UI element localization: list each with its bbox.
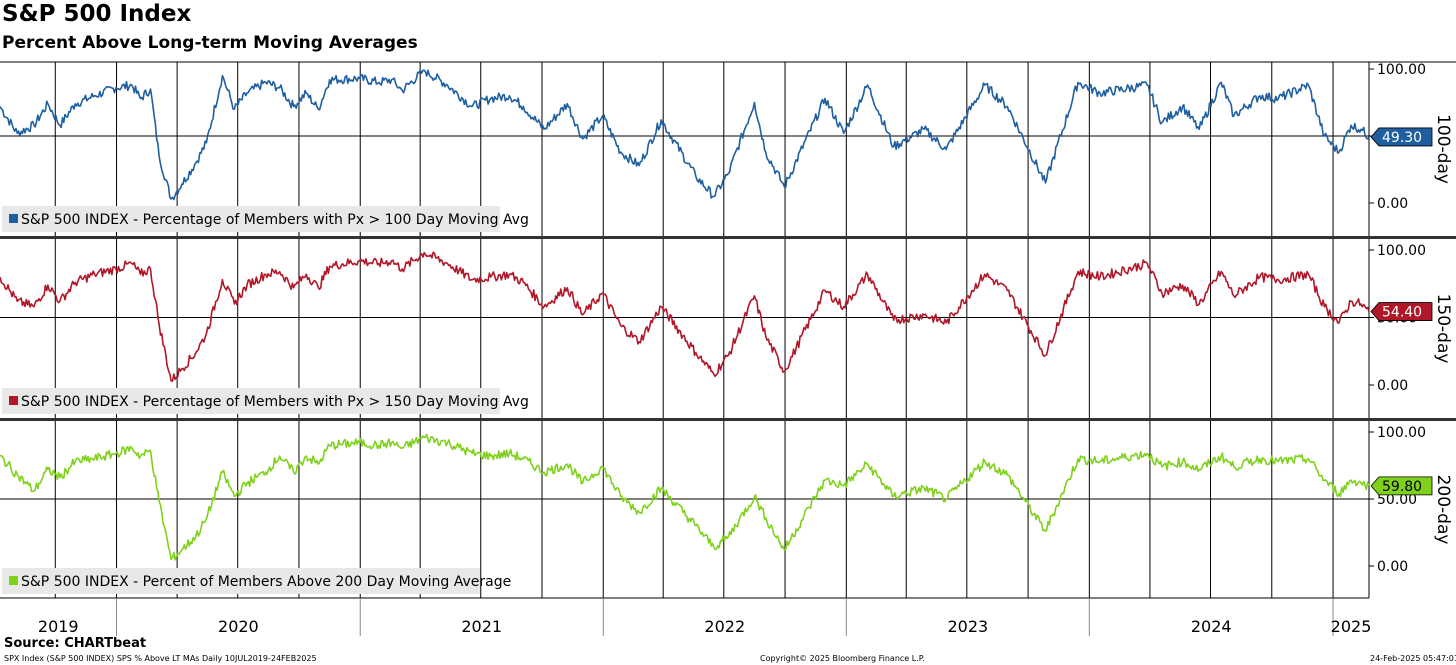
chart-title: S&P 500 Index	[2, 1, 192, 27]
legend-swatch	[9, 576, 18, 585]
chart-source: Source: CHARTbeat	[4, 636, 147, 651]
y-tick-label: 0.00	[1377, 196, 1408, 212]
series-line-p100	[0, 69, 1370, 201]
last-value-tag	[1370, 302, 1433, 321]
x-tick-label: 2023	[947, 617, 988, 636]
y-tick-label: 50.00	[1377, 492, 1417, 508]
y-tick-label: 100.00	[1377, 62, 1426, 78]
y-tick-label: 100.00	[1377, 243, 1426, 259]
y-tick-label: 0.00	[1377, 378, 1408, 394]
y-tick-label: 0.00	[1377, 559, 1408, 575]
legend-box	[2, 388, 500, 414]
last-value-label: 54.40	[1382, 305, 1422, 321]
x-tick-label: 2024	[1191, 617, 1232, 636]
panel-side-label: 150-day	[1433, 294, 1453, 364]
legend-swatch	[9, 396, 18, 405]
panel-separator	[0, 418, 1456, 421]
series-line-p200	[0, 433, 1370, 561]
legend-label: S&P 500 INDEX - Percent of Members Above…	[21, 574, 511, 590]
last-value-label: 49.30	[1382, 130, 1422, 146]
legend-box	[2, 568, 480, 594]
copyright: Copyright© 2025 Bloomberg Finance L.P.	[760, 654, 925, 663]
last-value-tag	[1370, 476, 1433, 496]
x-tick-label: 2019	[38, 617, 79, 636]
ticker-info: SPX Index (S&P 500 INDEX) SPS % Above LT…	[4, 654, 317, 663]
last-value-label: 59.80	[1382, 479, 1422, 495]
legend-swatch	[9, 214, 18, 223]
legend-label: S&P 500 INDEX - Percentage of Members wi…	[21, 212, 529, 228]
panel-side-label: 200-day	[1433, 475, 1453, 545]
legend-box	[2, 206, 500, 232]
series-line-p150	[0, 251, 1370, 382]
chart-subtitle: Percent Above Long-term Moving Averages	[2, 33, 418, 53]
x-tick-label: 2022	[704, 617, 745, 636]
panel-separator	[0, 236, 1456, 239]
y-tick-label: 100.00	[1377, 425, 1426, 441]
x-tick-label: 2020	[218, 617, 259, 636]
last-value-tag	[1370, 127, 1433, 147]
legend-label: S&P 500 INDEX - Percentage of Members wi…	[21, 394, 529, 410]
x-tick-label: 2025	[1331, 617, 1372, 636]
panel-side-label: 100-day	[1433, 114, 1453, 184]
timestamp: 24-Feb-2025 05:47:01	[1370, 654, 1456, 663]
x-tick-label: 2021	[461, 617, 502, 636]
